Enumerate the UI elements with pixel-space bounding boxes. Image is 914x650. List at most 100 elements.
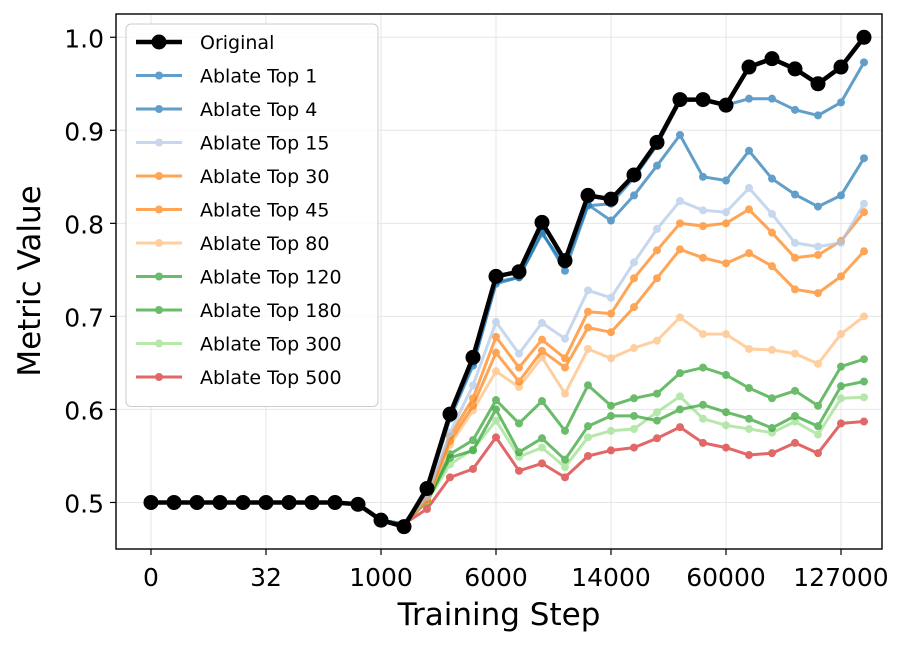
data-point: [469, 464, 477, 473]
data-point: [584, 307, 592, 316]
data-point: [837, 394, 845, 403]
data-point: [143, 494, 159, 510]
data-point: [515, 363, 523, 372]
data-point: [607, 401, 615, 410]
data-point: [515, 419, 523, 428]
data-point: [791, 285, 799, 294]
data-point: [768, 424, 776, 433]
data-point: [814, 250, 822, 259]
legend-label: Ablate Top 500: [200, 367, 342, 389]
data-point: [837, 191, 845, 200]
data-point: [791, 349, 799, 358]
data-point: [814, 289, 822, 298]
data-point: [561, 354, 569, 363]
legend-label: Ablate Top 30: [200, 166, 329, 188]
legend: Original Ablate Top 1 Ablate Top 4 Ablate T…: [125, 23, 379, 407]
data-point: [699, 206, 707, 215]
data-point: [373, 512, 389, 528]
legend-swatch-marker: [155, 105, 163, 113]
data-point: [860, 312, 868, 321]
data-point: [653, 416, 661, 425]
data-point: [745, 94, 753, 103]
data-point: [745, 249, 753, 258]
data-point: [212, 494, 228, 510]
data-point: [607, 216, 615, 225]
data-point: [584, 433, 592, 442]
data-point: [768, 174, 776, 183]
data-point: [814, 242, 822, 251]
data-point: [695, 92, 711, 108]
data-point: [189, 494, 205, 510]
data-point: [676, 405, 684, 414]
data-point: [515, 349, 523, 358]
data-point: [676, 423, 684, 432]
data-point: [814, 422, 822, 431]
legend-swatch-marker: [155, 272, 163, 281]
data-point: [837, 330, 845, 339]
data-point: [653, 224, 661, 233]
data-point: [492, 367, 500, 376]
data-point: [446, 473, 454, 482]
data-point: [745, 384, 753, 393]
y-tick-label: 0.9: [64, 117, 104, 146]
data-point: [699, 363, 707, 372]
data-point: [745, 205, 753, 214]
data-point: [722, 408, 730, 417]
data-point: [469, 394, 477, 403]
x-tick-label: 1000: [349, 563, 413, 592]
data-point: [653, 434, 661, 443]
data-point: [350, 496, 366, 512]
data-point: [469, 381, 477, 390]
data-point: [580, 187, 596, 203]
data-point: [561, 363, 569, 372]
data-point: [768, 394, 776, 403]
data-point: [649, 134, 665, 150]
legend-label: Ablate Top 45: [200, 200, 329, 222]
data-point: [584, 286, 592, 295]
y-axis-label: Metric Value: [12, 185, 48, 376]
data-point: [676, 197, 684, 206]
data-point: [630, 191, 638, 200]
data-point: [630, 424, 638, 433]
legend-box: [125, 23, 379, 407]
data-point: [515, 377, 523, 386]
data-point: [607, 328, 615, 337]
data-point: [653, 336, 661, 345]
series-ablate-10: [147, 417, 868, 528]
data-point: [538, 459, 546, 468]
y-tick-label: 0.7: [64, 303, 104, 332]
legend-label: Original: [200, 32, 274, 54]
data-point: [538, 434, 546, 443]
data-point: [465, 349, 481, 365]
data-point: [653, 408, 661, 417]
legend-item: [136, 71, 182, 80]
data-point: [630, 274, 638, 283]
data-point: [488, 268, 504, 284]
y-tick-label: 0.5: [64, 489, 104, 518]
legend-label: Ablate Top 15: [200, 133, 329, 155]
data-point: [791, 238, 799, 247]
data-point: [607, 411, 615, 420]
data-point: [814, 111, 822, 120]
data-point: [741, 59, 757, 75]
legend-item: [136, 373, 182, 381]
legend-item: [136, 138, 182, 147]
legend-swatch-marker: [155, 205, 163, 214]
data-point: [561, 426, 569, 435]
data-point: [745, 146, 753, 155]
data-point: [699, 438, 707, 447]
data-point: [768, 210, 776, 219]
data-point: [791, 105, 799, 114]
data-point: [722, 176, 730, 185]
data-point: [791, 253, 799, 262]
data-point: [722, 330, 730, 339]
legend-item: [136, 239, 182, 247]
data-point: [837, 98, 845, 107]
series-line: [151, 394, 865, 526]
data-point: [492, 332, 500, 341]
legend-swatch-marker: [155, 71, 163, 80]
data-point: [607, 426, 615, 435]
data-point: [630, 394, 638, 403]
x-axis-label: Training Step: [397, 597, 601, 633]
